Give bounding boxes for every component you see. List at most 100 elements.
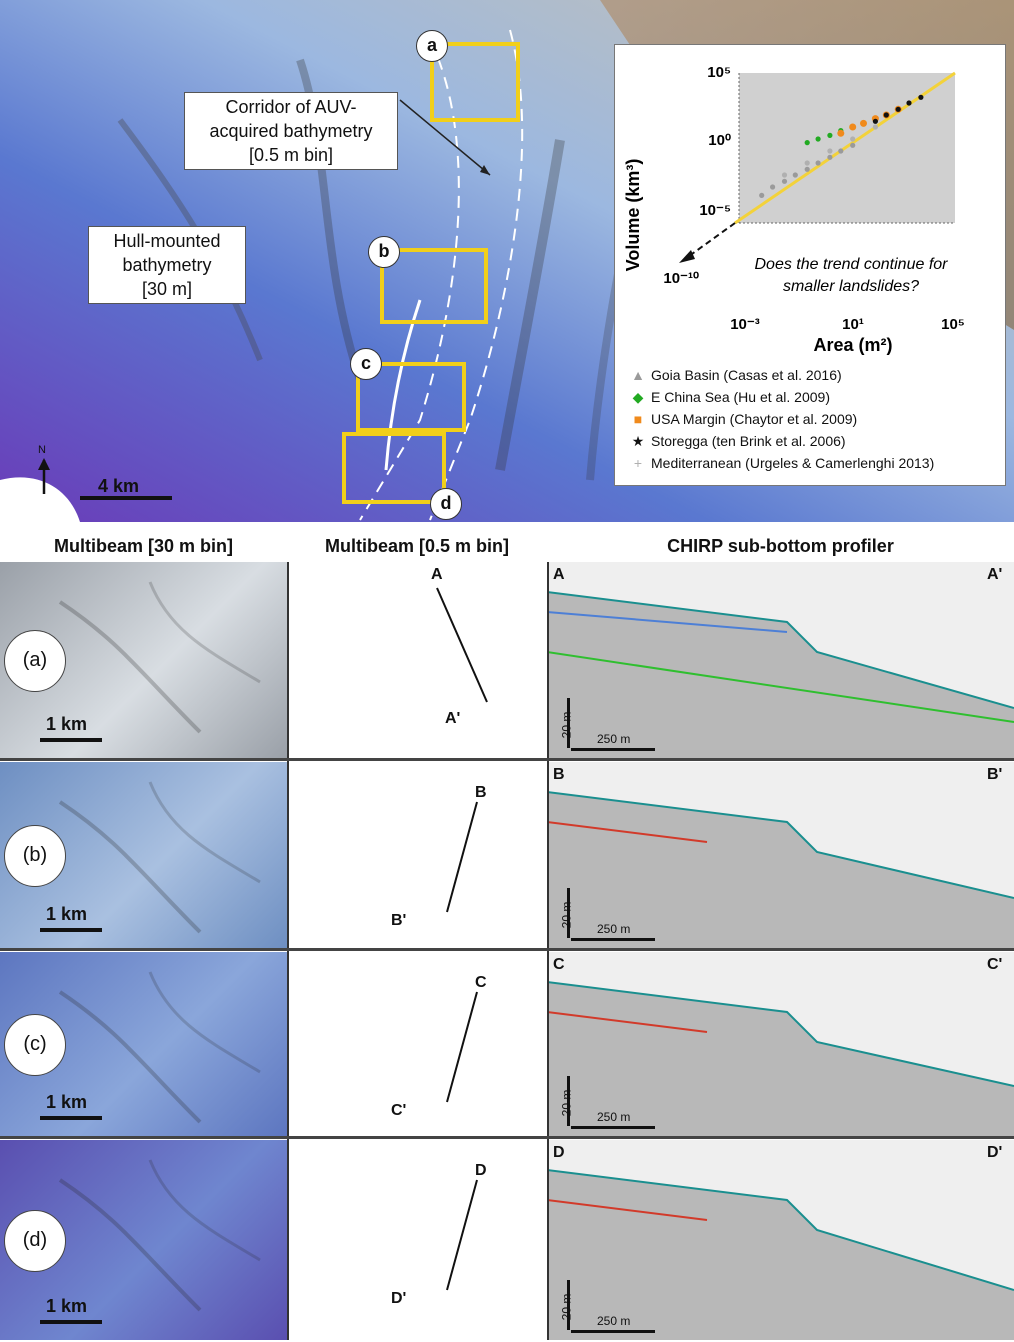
legend-label: Mediterranean (Urgeles & Camerlenghi 201… — [651, 455, 935, 471]
scale-bar — [40, 928, 102, 932]
x-axis-label: Area (m²) — [813, 335, 892, 355]
scatter-point — [838, 148, 844, 154]
divider — [0, 1136, 1014, 1139]
chirp-start-label: D — [553, 1144, 565, 1161]
scatter-point — [850, 142, 856, 148]
study-box-a — [430, 42, 520, 122]
corridor-label: Corridor of AUV- acquired bathymetry [0.… — [184, 92, 398, 170]
vertical-scale-label: 20 m — [559, 1293, 574, 1321]
profile-line — [446, 991, 478, 1103]
scatter-point — [827, 148, 833, 154]
row-label: (c) — [4, 1014, 66, 1076]
horizontal-scale-label: 250 m — [597, 1110, 631, 1124]
extrapolation-line — [684, 222, 736, 260]
legend-item: ◆ E China Sea (Hu et al. 2009) — [631, 389, 830, 405]
profile-start-label: D — [475, 1162, 487, 1179]
legend-marker-icon: + — [633, 455, 643, 471]
scatter-point — [792, 172, 798, 178]
scale-label: 1 km — [46, 904, 88, 924]
legend-marker-icon: ▲ — [631, 367, 645, 383]
trend-line — [734, 71, 956, 225]
study-box-c — [356, 362, 466, 432]
column-header-chirp: CHIRP sub-bottom profiler — [667, 536, 894, 556]
horizontal-scale-bar — [571, 748, 655, 751]
volume-area-plot: 10⁵ 10⁰ 10⁻⁵ 10⁻¹⁰ 10⁻³ 10¹ 10⁵ Area (m²… — [623, 64, 965, 355]
scatter-point — [804, 166, 810, 172]
multibeam-05m-panel: C C' — [287, 952, 547, 1136]
legend-item: + Mediterranean (Urgeles & Camerlenghi 20… — [631, 455, 934, 471]
chirp-start-label: C — [553, 956, 565, 973]
y-tick-2: 10⁰ — [708, 132, 731, 149]
horizontal-scale-bar — [571, 938, 655, 941]
chirp-profile-panel: D D' 20 m 250 m — [547, 1140, 1014, 1340]
box-label-b: b — [368, 236, 400, 268]
vertical-scale-bar — [567, 1076, 570, 1126]
x-tick-2: 10¹ — [842, 316, 864, 333]
row-label: (d) — [4, 1210, 66, 1272]
vertical-scale-label: 20 m — [559, 901, 574, 929]
multibeam-05m-panel: B B' — [287, 762, 547, 948]
scatter-point — [804, 140, 810, 146]
divider — [0, 758, 1014, 761]
vertical-scale-bar — [567, 1280, 570, 1330]
study-box-d — [342, 432, 446, 504]
column-header-30m: Multibeam [30 m bin] — [53, 536, 233, 556]
scatter-point — [872, 118, 878, 124]
profile-start-label: C — [475, 974, 487, 991]
north-label: N — [38, 444, 46, 456]
vertical-scale-bar — [567, 698, 570, 748]
profile-line — [446, 1179, 478, 1291]
legend-item: ★ Storegga (ten Brink et al. 2006) — [631, 433, 846, 449]
seafloor-reflector — [547, 591, 1014, 709]
chirp-start-label: A — [553, 566, 565, 583]
horizontal-scale-label: 250 m — [597, 732, 631, 746]
legend-marker-icon: ◆ — [632, 389, 644, 405]
multibeam-05m-panel: A A' — [287, 562, 547, 758]
profile-start-label: A — [431, 566, 443, 583]
divider — [547, 562, 549, 1340]
scale-bar — [40, 738, 102, 742]
profile-line — [436, 587, 488, 703]
legend-label: Storegga (ten Brink et al. 2006) — [651, 433, 846, 449]
scatter-point — [827, 154, 833, 160]
legend-label: USA Margin (Chaytor et al. 2009) — [651, 411, 858, 427]
legend-item: ■ USA Margin (Chaytor et al. 2009) — [631, 411, 857, 427]
box-label-d: d — [430, 488, 462, 520]
y-tick-4: 10⁻¹⁰ — [663, 270, 699, 287]
vertical-scale-label: 20 m — [559, 1089, 574, 1117]
scatter-point — [781, 172, 788, 178]
scatter-point — [837, 129, 845, 137]
scale-label: 1 km — [46, 1296, 88, 1316]
scatter-point — [827, 132, 833, 138]
scale-label: 1 km — [46, 714, 88, 734]
column-header-05m: Multibeam [0.5 m bin] — [324, 536, 510, 556]
chirp-profile-panel: A A' 20 m 250 m — [547, 562, 1014, 758]
scatter-point — [770, 184, 776, 190]
question-line-2: smaller landslides? — [783, 278, 919, 295]
y-tick-3: 10⁻⁵ — [699, 202, 731, 219]
seafloor-reflector — [547, 791, 1014, 899]
hull-label: Hull-mounted bathymetry [30 m] — [88, 226, 246, 304]
scale-bar — [40, 1116, 102, 1120]
profile-end-label: C' — [391, 1102, 407, 1119]
vertical-scale-bar — [567, 888, 570, 938]
legend-label: E China Sea (Hu et al. 2009) — [651, 389, 830, 405]
profile-end-label: D' — [391, 1290, 407, 1307]
scatter-point — [759, 192, 765, 198]
profile-end-label: A' — [445, 710, 461, 727]
inset-chart: 10⁵ 10⁰ 10⁻⁵ 10⁻¹⁰ 10⁻³ 10¹ 10⁵ Area (m²… — [614, 44, 1006, 486]
chirp-end-label: D' — [987, 1144, 1003, 1161]
horizontal-scale-label: 250 m — [597, 1314, 631, 1328]
vertical-scale-label: 20 m — [559, 711, 574, 739]
chirp-profile-panel: B B' 20 m 250 m — [547, 762, 1014, 948]
scale-bar — [40, 1320, 102, 1324]
study-box-b — [380, 248, 488, 324]
overview-scale-bar — [80, 496, 172, 500]
scatter-point — [849, 123, 857, 131]
row-label: (b) — [4, 825, 66, 887]
x-tick-3: 10⁵ — [941, 316, 965, 333]
horizontal-scale-bar — [571, 1330, 655, 1333]
y-axis-label: Volume (km³) — [623, 159, 643, 272]
chirp-end-label: C' — [987, 956, 1003, 973]
seafloor-reflector — [547, 981, 1014, 1087]
